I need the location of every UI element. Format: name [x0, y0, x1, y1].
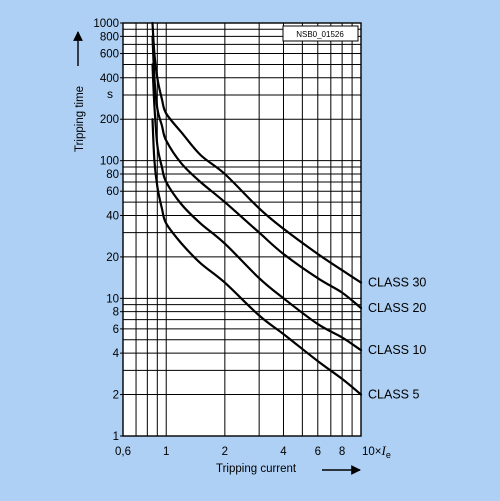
- x-tick-label: 8: [339, 446, 345, 458]
- y-axis-label: Tripping time: [73, 31, 86, 152]
- series-labels: CLASS 30 CLASS 20 CLASS 10 CLASS 5: [368, 276, 426, 402]
- figure-code: NSB0_01526: [296, 30, 344, 39]
- y-tick-label: 8: [113, 307, 119, 319]
- y-tick-label: 600: [100, 49, 119, 61]
- y-tick-label: 200: [100, 114, 119, 126]
- x-tick-labels: 0,6 1 2 4 6 8: [115, 446, 345, 458]
- x-tick-label: 1: [163, 446, 169, 458]
- series-curves: [151, 21, 363, 396]
- x-unit-prefix: 10×: [362, 446, 382, 458]
- plot-border: [122, 22, 362, 437]
- series-line-class-10: [151, 63, 363, 352]
- x-axis-title: Tripping current: [216, 463, 297, 475]
- x-unit-subscript: e: [386, 450, 391, 460]
- series-line-class-20: [151, 35, 363, 310]
- series-label-class-10: CLASS 10: [368, 343, 426, 357]
- y-tick-label: 1000: [93, 18, 119, 30]
- x-tick-label: 2: [222, 446, 228, 458]
- y-tick-label: 40: [106, 210, 119, 222]
- y-tick-label: 20: [106, 252, 119, 264]
- y-tick-label: 60: [106, 186, 119, 198]
- x-tick-label: 6: [315, 446, 321, 458]
- y-tick-label: 80: [106, 169, 119, 181]
- x-tick-label: 4: [280, 446, 287, 458]
- series-line-class-5: [151, 118, 363, 396]
- y-unit: s: [107, 87, 113, 101]
- figure-code-box: NSB0_01526: [282, 25, 359, 42]
- y-tick-label: 800: [100, 31, 119, 43]
- y-tick-label: 100: [100, 156, 119, 168]
- x-axis-label: Tripping current: [216, 463, 361, 475]
- x-tick-label: 0,6: [115, 446, 131, 458]
- plot-area: [123, 23, 361, 436]
- y-tick-label: 10: [106, 293, 119, 305]
- x-unit-label: 10×Ie: [362, 443, 391, 460]
- y-tick-label: 1: [113, 431, 119, 443]
- y-tick-label: 400: [100, 73, 119, 85]
- y-tick-label: 2: [113, 390, 119, 402]
- y-tick-label: 4: [113, 348, 120, 360]
- series-label-class-20: CLASS 20: [368, 301, 426, 315]
- x-unit-symbol: I: [381, 443, 387, 458]
- series-line-class-30: [151, 21, 363, 284]
- series-label-class-30: CLASS 30: [368, 276, 426, 290]
- y-tick-label: 6: [113, 324, 119, 336]
- y-axis-title: Tripping time: [74, 86, 86, 152]
- series-label-class-5: CLASS 5: [368, 388, 419, 402]
